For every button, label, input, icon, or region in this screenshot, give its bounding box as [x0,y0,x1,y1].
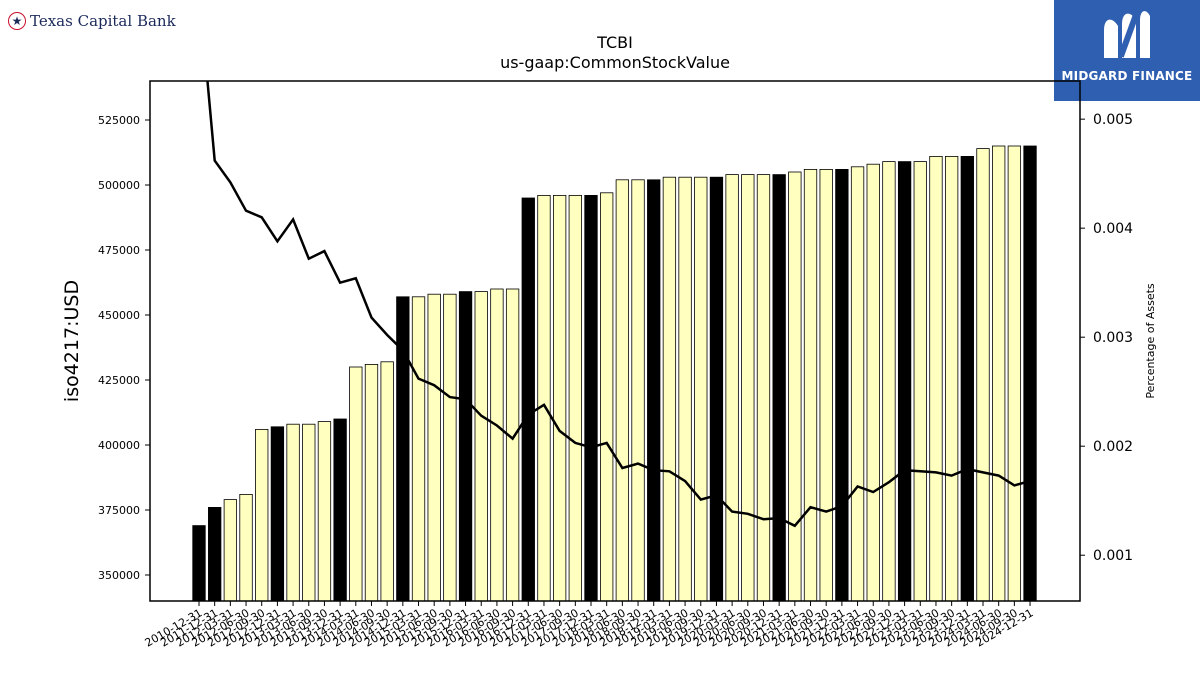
bar [944,155,959,602]
bar [411,296,426,602]
bar [223,499,238,602]
y2-tick-label: 0.003 [1093,330,1133,346]
bar [333,418,347,602]
y2-tick-label: 0.005 [1093,112,1133,128]
bar [270,426,285,602]
bar [1023,145,1037,602]
bar [600,192,614,602]
bar [960,155,974,602]
bar [615,179,630,602]
line-series [206,81,1031,528]
y-tick-label: 500000 [98,179,140,192]
bar [725,174,739,602]
bar [882,161,896,602]
bar [427,293,441,602]
bar [756,174,771,602]
bar [208,506,222,602]
plot-frame [149,80,1081,602]
bar [474,291,488,602]
bar [380,361,394,602]
y-tick-label: 525000 [98,114,140,127]
bar [521,197,535,602]
y2-tick-label: 0.002 [1093,439,1133,455]
bar [349,366,363,602]
bar [255,428,269,602]
bar [897,161,912,602]
bar [443,293,457,602]
y-tick-label: 475000 [98,244,140,257]
bar [505,288,520,602]
bar [976,148,990,602]
bar [788,171,802,602]
bar [1007,145,1022,602]
y-tick-label: 375000 [98,504,140,517]
bar [850,166,865,602]
midgard-finance-logo: MIDGARD FINANCE [1054,0,1200,101]
midgard-m-icon [1104,10,1150,59]
y-tick-label: 450000 [98,309,140,322]
bar [396,296,410,602]
bank-name: Texas Capital Bank [30,12,176,30]
y-axis-right: 0.001 0.002 0.003 0.004 0.005 [1080,112,1133,564]
bar [584,194,598,602]
bar [835,168,849,602]
bar [866,163,880,602]
chart-title: TCBI [596,33,633,52]
texas-capital-bank-logo: ★ Texas Capital Bank [8,12,176,30]
y-axis-left: 350000 375000 400000 425000 450000 475000 5000… [98,114,150,582]
percentage-of-assets-line [206,81,1031,528]
bar [647,179,661,602]
bar [678,176,692,602]
bar [694,176,708,602]
bar [537,194,551,602]
bar [741,174,755,602]
bar [772,174,786,602]
bar [803,168,818,602]
bar [192,525,206,602]
y-tick-label: 350000 [98,569,140,582]
bar [709,176,724,602]
bar [631,179,645,602]
chart-subtitle: us-gaap:CommonStockValue [500,53,730,72]
bar [286,423,300,602]
y2-tick-label: 0.004 [1093,221,1133,237]
y-tick-label: 425000 [98,374,140,387]
star-seal-icon: ★ [8,12,26,30]
bar [302,423,316,602]
bar [364,363,379,602]
bar [490,288,504,602]
bar [458,291,473,602]
bar-series [192,145,1037,602]
x-axis: 2010-12-312011-12-312012-03-312012-06-30… [143,601,1036,650]
brand-name: MIDGARD FINANCE [1061,69,1193,83]
bar [913,161,927,602]
bar [819,168,833,602]
bar [317,421,332,602]
bar [929,155,943,602]
y2-axis-label: Percentage of Assets [1144,283,1157,399]
y-axis-label: iso4217:USD [61,280,83,402]
bar [239,493,253,602]
bar [568,194,582,602]
y-tick-label: 400000 [98,439,140,452]
y2-tick-label: 0.001 [1093,548,1133,564]
bar [552,194,567,602]
bar [662,176,677,602]
bar [992,145,1006,602]
